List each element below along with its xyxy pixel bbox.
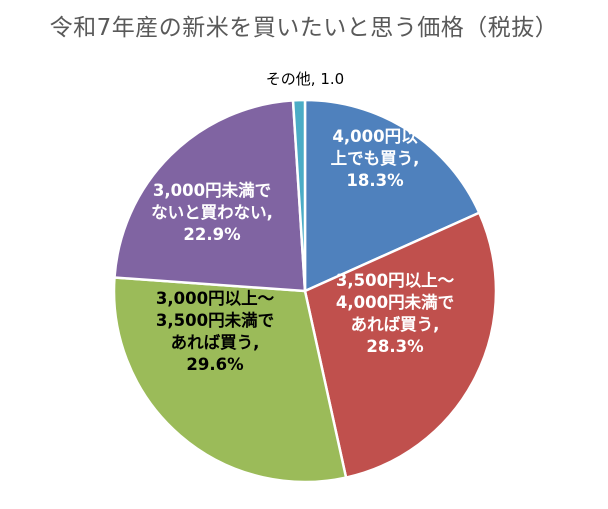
chart-title: 令和7年産の新米を買いたいと思う価格（税抜） xyxy=(49,15,559,41)
slice-data-label: 3,500円以上～ 4,000円未満であれば買う, 28.3% xyxy=(336,271,455,356)
slice-data-label: 4,000円以上でも買う, 18.3% xyxy=(331,127,420,190)
slice-data-label: 3,000円以上～ 3,500円未満であれば買う, 29.6% xyxy=(156,289,275,374)
pie-slice xyxy=(113,99,307,293)
pie-slice xyxy=(291,98,307,293)
pie-slice xyxy=(303,211,498,479)
pie-slice xyxy=(303,98,481,293)
slice-data-label: 3,000円未満でないと買わない, 22.9% xyxy=(151,180,273,244)
pie-slice xyxy=(112,276,348,484)
slice-data-label: その他, 1.0 xyxy=(266,70,344,88)
